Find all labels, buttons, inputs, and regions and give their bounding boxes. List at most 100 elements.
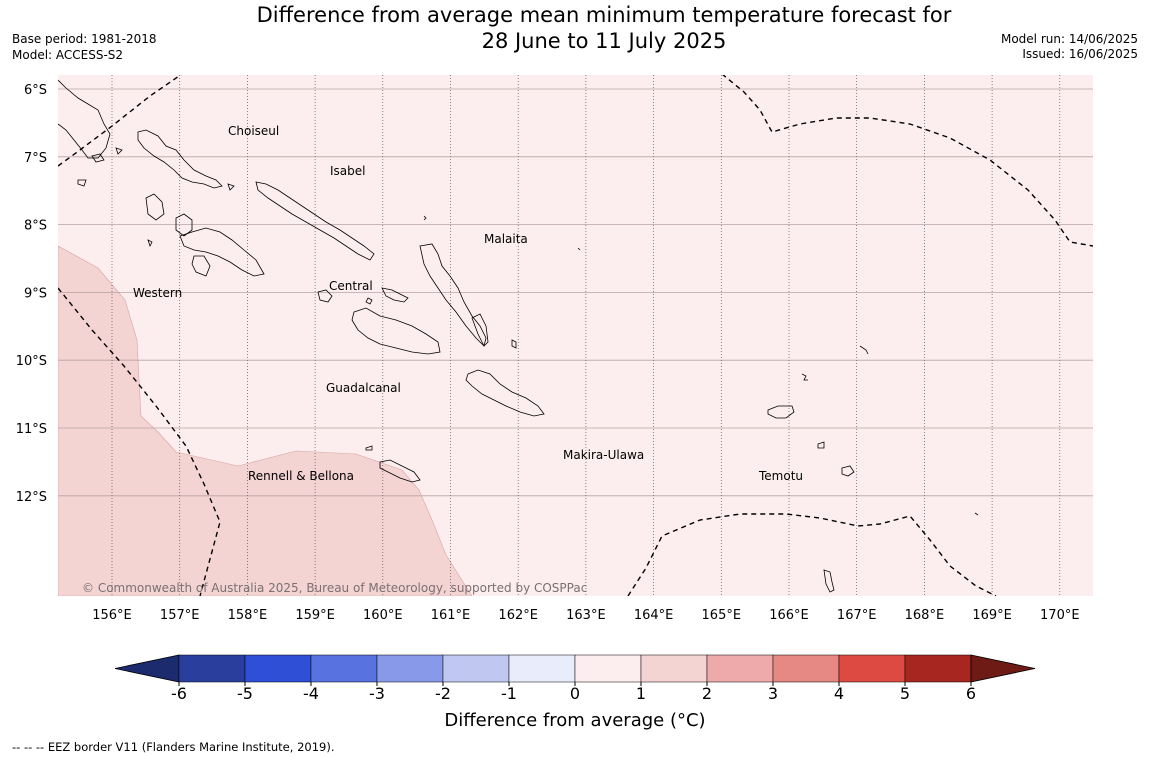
island-ontong <box>859 345 869 355</box>
longitude-label: 160°E <box>363 608 403 623</box>
colorbar-segment <box>178 654 246 683</box>
latitude-label: 6°S <box>24 83 47 98</box>
colorbar-segment <box>508 654 576 683</box>
colorbar-tick-label: -2 <box>435 684 451 703</box>
island-isabel <box>255 181 375 261</box>
eez-border-southeast <box>627 513 997 596</box>
colorbar-segment <box>904 654 972 683</box>
colorbar-segment <box>772 654 840 683</box>
colorbar-tick-label: 4 <box>834 684 844 703</box>
model-name: Model: ACCESS-S2 <box>12 48 124 62</box>
latitude-label: 11°S <box>16 422 47 437</box>
title-line-1: Difference from average mean minimum tem… <box>256 3 952 27</box>
eez-footnote: -- -- -- EEZ border V11 (Flanders Marine… <box>12 740 335 754</box>
island-rendova <box>191 255 211 277</box>
island-duff <box>801 373 808 381</box>
island-vanikoro <box>841 465 855 477</box>
province-label-isabel: Isabel <box>330 164 365 178</box>
island-mbanika <box>423 215 427 221</box>
longitude-label: 167°E <box>837 608 877 623</box>
longitude-label: 166°E <box>769 608 809 623</box>
latitude-label: 9°S <box>24 286 47 301</box>
title-line-2: 28 June to 11 July 2025 <box>481 29 727 53</box>
colorbar-segment <box>640 654 708 683</box>
longitude-label: 157°E <box>160 608 200 623</box>
island-fauro <box>115 147 123 155</box>
island-simbo <box>147 239 153 248</box>
colorbar-tick-label: 3 <box>768 684 778 703</box>
colorbar-tick-label: -5 <box>237 684 253 703</box>
province-label-rennell-bellona: Rennell & Bellona <box>248 469 354 483</box>
province-label-central: Central <box>329 279 373 293</box>
longitude-label: 170°E <box>1040 608 1080 623</box>
island-nendo <box>767 405 795 419</box>
island-tikopia <box>817 441 825 449</box>
colorbar-high-extend <box>970 654 1036 683</box>
longitude-label: 164°E <box>634 608 674 623</box>
island-outlines <box>58 79 979 593</box>
colorbar-segment <box>706 654 774 683</box>
colorbar-segment <box>376 654 444 683</box>
island-rennell <box>379 459 421 483</box>
colorbar-tick-label: -6 <box>171 684 187 703</box>
colorbar-tick-label: 1 <box>636 684 646 703</box>
eez-border-southwest <box>58 287 221 596</box>
colorbar-tick-label: 6 <box>966 684 976 703</box>
longitude-label: 168°E <box>905 608 945 623</box>
latitude-label: 8°S <box>24 219 47 234</box>
colorbar-label: Difference from average (°C) <box>444 710 706 731</box>
island-russell <box>317 289 333 303</box>
longitude-label: 159°E <box>295 608 335 623</box>
island-shortland <box>91 153 105 163</box>
province-label-malaita: Malaita <box>484 232 528 246</box>
longitude-label: 163°E <box>566 608 606 623</box>
colorbar-tick-label: 5 <box>900 684 910 703</box>
longitude-label: 162°E <box>498 608 538 623</box>
province-label-choiseul: Choiseul <box>228 124 279 138</box>
latitude-label: 12°S <box>16 490 47 505</box>
province-label-temotu: Temotu <box>758 469 803 483</box>
island-reef <box>974 512 979 516</box>
island-vella-lavella <box>145 193 165 221</box>
colorbar: -6 -5 -4 -3 -2 -1 0 1 2 3 4 5 6 <box>114 654 1036 703</box>
island-ulawa <box>511 339 517 349</box>
island-kolombangara <box>175 213 193 237</box>
colorbar-tick-label: -4 <box>303 684 319 703</box>
island-sikaiana <box>577 247 581 251</box>
eez-border-northeast <box>722 75 1093 247</box>
colorbar-tick-label: -3 <box>369 684 385 703</box>
longitude-label: 169°E <box>972 608 1012 623</box>
longitude-label: 156°E <box>92 608 132 623</box>
island-choiseul <box>137 129 223 189</box>
colorbar-segment <box>574 654 642 683</box>
island-anuta <box>823 569 835 593</box>
island-malaita <box>419 243 487 347</box>
colorbar-segment <box>244 654 312 683</box>
island-treasury <box>77 179 87 187</box>
eez-borders <box>58 75 1093 596</box>
island-makira <box>465 369 545 417</box>
colorbar-low-extend <box>114 654 180 683</box>
colorbar-segment <box>838 654 906 683</box>
model-run-date: Model run: 14/06/2025 <box>1000 32 1138 46</box>
colorbar-segment <box>310 654 378 683</box>
eez-border-northwest <box>58 75 182 167</box>
island-florida <box>381 287 409 303</box>
island-guadalcanal <box>351 307 441 355</box>
island-rob-roy <box>227 183 235 191</box>
province-label-makira-ulawa: Makira-Ulawa <box>563 448 644 462</box>
colorbar-tick-label: 0 <box>570 684 580 703</box>
graticule <box>58 75 1093 596</box>
island-new-georgia <box>179 227 265 277</box>
island-savo <box>365 297 373 305</box>
model-info: Base period: 1981-2018 Model: ACCESS-S2 <box>12 31 157 63</box>
colorbar-tick-label: -1 <box>501 684 517 703</box>
map-title: Difference from average mean minimum tem… <box>200 2 1008 54</box>
latitude-labels: 6°S 7°S 8°S 9°S 10°S 11°S 12°S <box>16 83 47 505</box>
island-bougainville <box>58 79 111 159</box>
province-label-western: Western <box>133 286 182 300</box>
issue-info: Model run: 14/06/2025 Issued: 16/06/2025 <box>1001 32 1138 62</box>
copyright-text: © Commonwealth of Australia 2025, Bureau… <box>82 581 587 595</box>
longitude-label: 161°E <box>431 608 471 623</box>
